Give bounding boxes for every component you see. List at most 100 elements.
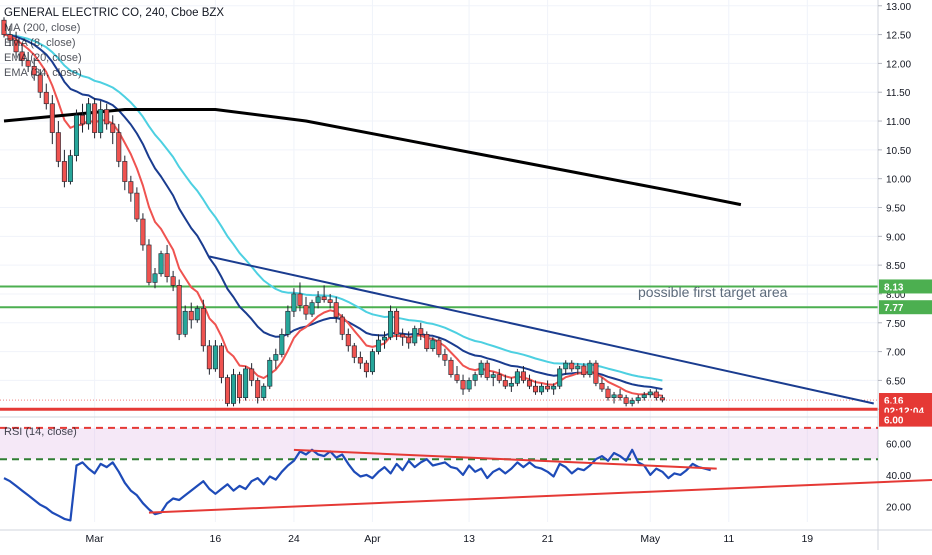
rsi-line bbox=[3, 448, 711, 522]
candle-down bbox=[333, 296, 339, 323]
candle-up bbox=[641, 391, 647, 401]
indicator-ma200[interactable]: MA (200, close) bbox=[4, 22, 81, 34]
candle-body bbox=[243, 368, 249, 399]
candle-body bbox=[237, 374, 243, 399]
candle-body bbox=[605, 388, 611, 399]
candle-down bbox=[442, 348, 448, 367]
candle-body bbox=[146, 244, 152, 283]
candle-body bbox=[460, 380, 466, 390]
candle-down bbox=[206, 340, 212, 375]
candle-body bbox=[412, 328, 418, 344]
candle-body bbox=[80, 114, 86, 125]
candle-down bbox=[526, 374, 532, 390]
candle-down bbox=[104, 103, 110, 130]
time-tick-label: 21 bbox=[542, 533, 554, 545]
candle-body bbox=[351, 345, 357, 358]
candle-body bbox=[140, 218, 146, 246]
candle-body bbox=[641, 394, 647, 399]
candle-up bbox=[212, 340, 218, 372]
rsi-trendline bbox=[293, 448, 717, 470]
candle-down bbox=[80, 103, 86, 133]
candle-up bbox=[279, 328, 285, 358]
rsi-title[interactable]: RSI (14, close) bbox=[4, 426, 77, 438]
candle-body bbox=[164, 253, 170, 277]
candle-body bbox=[400, 334, 406, 338]
candle-body bbox=[557, 368, 563, 387]
candle-up bbox=[508, 377, 514, 392]
price-label: 6.00 bbox=[879, 412, 932, 427]
candle-body bbox=[424, 334, 430, 350]
candle-body bbox=[490, 374, 496, 378]
candle-up bbox=[388, 305, 394, 341]
candle-down bbox=[176, 279, 182, 341]
chart-legend: GENERAL ELECTRIC CO, 240, Cboe BZX MA (2… bbox=[4, 6, 224, 81]
candle-body bbox=[152, 273, 158, 283]
price-label-text: 6.00 bbox=[884, 416, 904, 427]
candle-up bbox=[73, 109, 79, 162]
candle-down bbox=[436, 337, 442, 358]
candle-down bbox=[418, 322, 424, 341]
candle-down bbox=[134, 187, 140, 222]
candle-body bbox=[55, 132, 61, 162]
candle-body bbox=[43, 91, 49, 105]
candle-up bbox=[98, 100, 104, 139]
indicator-ema8[interactable]: EMA (8, close) bbox=[4, 37, 76, 49]
candle-body bbox=[345, 334, 351, 347]
candle-body bbox=[508, 382, 514, 387]
candle-up bbox=[611, 391, 617, 404]
candle-body bbox=[158, 253, 164, 275]
candle-body bbox=[7, 34, 13, 41]
time-tick-label: 24 bbox=[288, 533, 300, 545]
candle-up bbox=[412, 325, 418, 346]
candle-down bbox=[200, 299, 206, 352]
candle-down bbox=[92, 97, 98, 139]
candle-body bbox=[285, 310, 291, 335]
candle-body bbox=[569, 362, 575, 370]
price-tick-label: 8.50 bbox=[886, 261, 906, 272]
rsi-tick-label: 60.00 bbox=[886, 440, 911, 451]
candle-up bbox=[261, 383, 267, 401]
candle-down bbox=[581, 363, 587, 378]
price-tick-label: 6.50 bbox=[886, 376, 906, 387]
candle-up bbox=[243, 366, 249, 401]
candle-down bbox=[659, 394, 665, 403]
candle-body bbox=[134, 192, 140, 220]
price-label-bg bbox=[879, 412, 932, 427]
price-tick-label: 7.50 bbox=[886, 319, 906, 330]
candle-down bbox=[49, 95, 55, 145]
candle-down bbox=[110, 115, 116, 145]
candle-down bbox=[424, 331, 430, 352]
time-tick-label: 13 bbox=[463, 533, 475, 545]
candle-up bbox=[291, 288, 297, 318]
ema34-line bbox=[3, 33, 663, 382]
candle-body bbox=[31, 65, 37, 76]
candle-down bbox=[249, 363, 255, 387]
candle-down bbox=[13, 31, 19, 58]
price-tick-label: 8.00 bbox=[886, 290, 906, 301]
candle-body bbox=[611, 394, 617, 399]
indicator-ema20[interactable]: EMA (20, close) bbox=[4, 52, 82, 64]
candle-up bbox=[514, 368, 520, 387]
candle-up bbox=[158, 250, 164, 277]
candle-body bbox=[575, 365, 581, 370]
indicator-ema34[interactable]: EMA (34, close) bbox=[4, 67, 82, 79]
rsi-trendline bbox=[148, 478, 932, 514]
price-label-text: 6.16 bbox=[884, 396, 904, 407]
candle-body bbox=[86, 103, 92, 125]
candle-down bbox=[448, 357, 454, 378]
candle-body bbox=[581, 365, 587, 375]
candle-body bbox=[436, 339, 442, 355]
descending-trendline bbox=[209, 255, 874, 405]
candle-body bbox=[110, 123, 116, 133]
trendline bbox=[209, 255, 874, 405]
candle-down bbox=[593, 360, 599, 387]
candle-body bbox=[206, 345, 212, 370]
candle-body bbox=[309, 302, 315, 315]
candle-down bbox=[484, 360, 490, 381]
candle-body bbox=[194, 308, 200, 321]
candle-body bbox=[104, 109, 110, 125]
candle-body bbox=[545, 385, 551, 390]
candle-body bbox=[617, 394, 623, 399]
